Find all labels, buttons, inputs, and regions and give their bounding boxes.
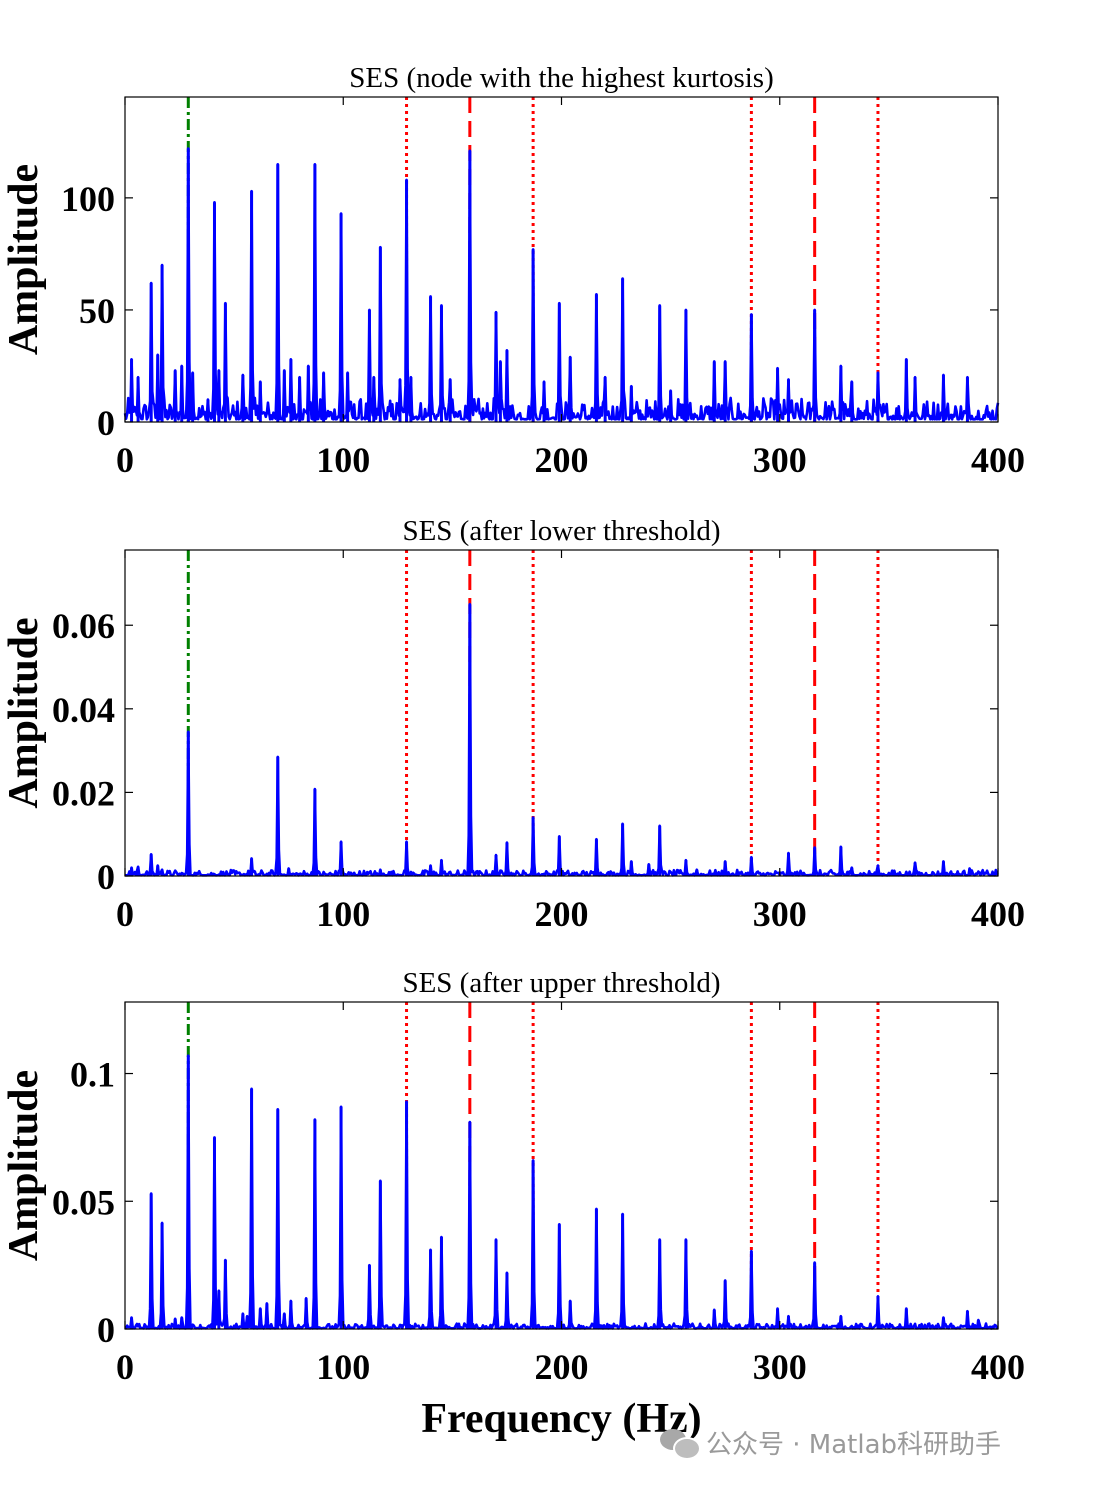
y-axis-label: Amplitude: [1, 164, 47, 355]
y-tick-label: 0.02: [52, 773, 115, 813]
y-tick-label: 0: [97, 857, 115, 897]
x-tick-label: 0: [116, 1347, 134, 1387]
y-tick-label: 100: [61, 179, 115, 219]
subplot-title: SES (after lower threshold): [402, 515, 720, 547]
y-tick-label: 0.1: [70, 1055, 115, 1095]
y-axis-label: Amplitude: [1, 617, 47, 808]
y-tick-label: 0.04: [52, 690, 115, 730]
y-tick-label: 50: [79, 291, 115, 331]
y-tick-label: 0: [97, 403, 115, 443]
subplot-title: SES (after upper threshold): [402, 967, 720, 999]
x-axis-label: Frequency (Hz): [421, 1396, 701, 1442]
x-tick-label: 200: [535, 1347, 589, 1387]
subplot-title: SES (node with the highest kurtosis): [349, 62, 774, 94]
y-axis-label: Amplitude: [1, 1070, 47, 1261]
x-tick-label: 300: [753, 894, 807, 934]
axes-frame: [124, 549, 999, 877]
wechat-icon: [660, 1427, 701, 1460]
x-tick-label: 100: [316, 1347, 370, 1387]
y-tick-label: 0.05: [52, 1182, 115, 1222]
axes-frame: [124, 1001, 999, 1330]
x-tick-label: 300: [753, 440, 807, 480]
spectrum-line: [124, 603, 999, 877]
x-tick-label: 100: [316, 440, 370, 480]
y-tick-label: 0.06: [52, 606, 115, 646]
subplot-1: 0 100 200 300 400 0 50 100 SES (node with the hi…: [1, 62, 1025, 480]
x-tick-label: 400: [971, 1347, 1025, 1387]
x-tick-label: 200: [535, 440, 589, 480]
spectrum-line: [123, 147, 1000, 421]
axes-frame: [124, 96, 999, 423]
watermark-text: 公众号 · Matlab科研助手: [706, 1429, 1002, 1460]
x-tick-label: 400: [971, 894, 1025, 934]
subplot-3: 0 100 200 300 400 0 0.05 0.1 SES (after upper th…: [1, 967, 1025, 1442]
x-tick-label: 100: [316, 894, 370, 934]
x-tick-label: 200: [535, 894, 589, 934]
x-tick-label: 300: [753, 1347, 807, 1387]
x-tick-label: 0: [116, 894, 134, 934]
spectrum-line: [124, 1054, 999, 1330]
watermark: 公众号 · Matlab科研助手: [660, 1422, 1001, 1462]
y-tick-label: 0: [97, 1310, 115, 1350]
subplot-2: 0 100 200 300 400 0 0.02 0.04 0.06 SES (after low…: [1, 515, 1025, 934]
x-tick-label: 400: [971, 440, 1025, 480]
x-tick-label: 0: [116, 440, 134, 480]
